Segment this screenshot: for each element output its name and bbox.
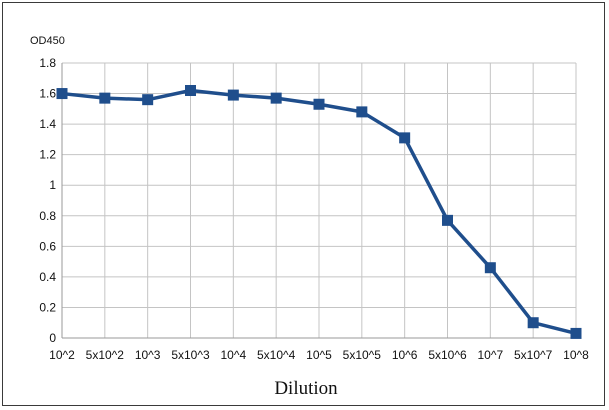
data-point-marker (227, 89, 239, 101)
data-point-marker (142, 94, 154, 106)
data-point-marker (313, 98, 325, 110)
x-tick-label: 5x10^3 (171, 348, 210, 362)
data-point-marker (570, 327, 582, 339)
y-tick-label: 0.8 (39, 209, 56, 223)
y-tick-label: 1.4 (39, 117, 56, 131)
y-axis-label: OD450 (30, 35, 65, 47)
y-tick-label: 1.2 (39, 148, 56, 162)
x-axis-label: Dilution (274, 378, 338, 399)
data-point-marker (99, 92, 111, 104)
data-point-marker (356, 106, 368, 118)
data-point-marker (56, 88, 68, 100)
y-tick-label: 0.6 (39, 239, 56, 253)
y-tick-label: 0.4 (39, 270, 56, 284)
y-tick-labels: 0 0.2 0.4 0.6 0.8 1 1.2 1.4 1.6 1.8 (39, 56, 56, 345)
data-series (56, 85, 582, 339)
x-tick-label: 10^8 (563, 348, 589, 362)
y-tick-label: 1.8 (39, 56, 56, 70)
y-tick-label: 0.2 (39, 300, 56, 314)
x-tick-label: 5x10^2 (86, 348, 125, 362)
x-tick-label: 5x10^4 (257, 348, 296, 362)
data-point-marker (442, 214, 453, 226)
x-tick-label: 5x10^5 (343, 348, 382, 362)
x-tick-label: 10^5 (306, 348, 332, 362)
x-tick-label: 10^2 (49, 348, 75, 362)
y-tick-label: 1 (49, 178, 56, 192)
data-point-marker (527, 317, 539, 329)
data-point-marker (270, 92, 282, 104)
gridlines (61, 62, 577, 339)
x-tick-label: 10^7 (478, 348, 504, 362)
chart-frame (2, 2, 605, 406)
data-point-marker (185, 85, 196, 96)
x-tick-label: 5x10^7 (514, 348, 553, 362)
y-tick-label: 0 (49, 331, 56, 345)
x-tick-label: 10^4 (221, 348, 247, 362)
y-tick-label: 1.6 (39, 87, 56, 101)
data-point-marker (484, 262, 496, 274)
x-tick-label: 10^3 (135, 348, 161, 362)
x-tick-label: 5x10^6 (428, 348, 467, 362)
x-tick-label: 10^6 (392, 348, 418, 362)
data-point-marker (399, 132, 411, 144)
x-tick-labels: 10^2 5x10^2 10^3 5x10^3 10^4 5x10^4 10^5 5x10^5… (49, 348, 589, 362)
